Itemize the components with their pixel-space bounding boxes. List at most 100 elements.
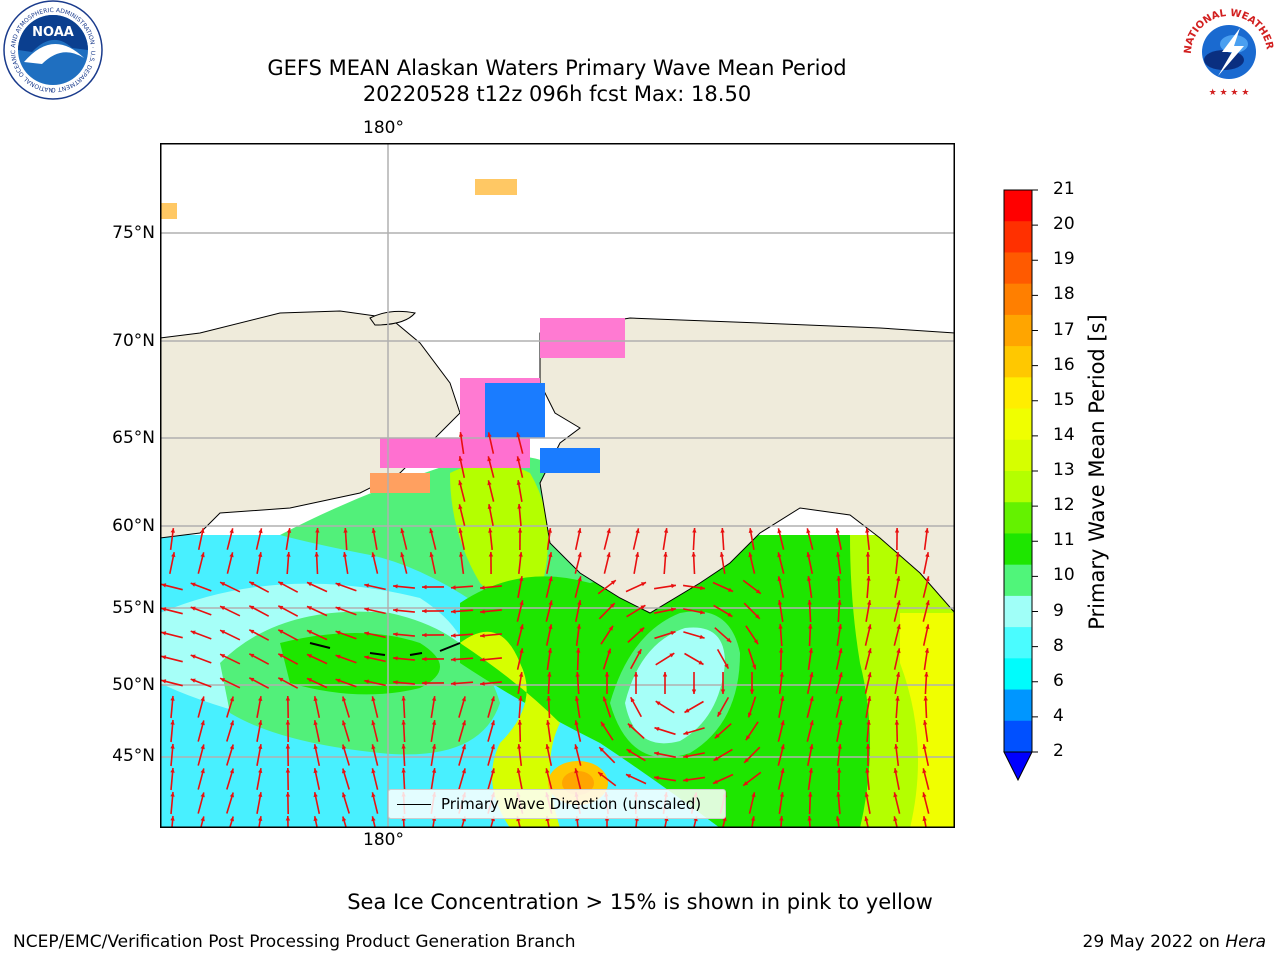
wave-arrow-head — [371, 696, 376, 702]
wave-arrow-head — [837, 624, 843, 629]
wave-arrow-head — [451, 657, 456, 662]
wave-arrow-head — [577, 552, 582, 558]
wave-arrow-head — [548, 624, 553, 630]
wave-arrow-head — [285, 720, 291, 725]
wave-arrow-head — [335, 606, 341, 611]
wave-arrow-head — [307, 582, 312, 587]
wave-arrow-head — [371, 528, 376, 533]
colorbar-tick-label: 14 — [1053, 424, 1075, 445]
colorbar-tick-label: 9 — [1053, 600, 1064, 621]
wave-arrow-head — [431, 720, 437, 725]
seaice-patch — [540, 318, 625, 358]
wave-arrow-head — [808, 624, 813, 629]
lat-label-55: 55°N — [112, 598, 155, 618]
wave-arrow-head — [610, 603, 615, 608]
wave-arrow-head — [220, 606, 226, 611]
wave-arrow-head — [258, 528, 263, 534]
map-legend: Primary Wave Direction (unscaled) — [388, 789, 726, 819]
wave-arrow-head — [865, 552, 871, 557]
wave-arrow-head — [779, 672, 784, 677]
wave-arrow-head — [249, 653, 255, 658]
wave-arrow-head — [608, 625, 613, 631]
colorbar-tick-label: 13 — [1053, 460, 1075, 480]
wave-arrow-head — [229, 528, 234, 534]
colorbar-label: Primary Wave Mean Period [s] — [1085, 314, 1109, 630]
wave-arrow-head — [451, 681, 456, 686]
colorbar-segment — [1004, 346, 1032, 378]
wave-arrow-head — [893, 816, 898, 822]
wave-arrow-head — [364, 607, 370, 612]
wave-arrow-head — [200, 816, 205, 822]
wave-arrow-head — [458, 456, 463, 462]
wave-arrow-head — [866, 720, 871, 725]
wave-arrow-head — [894, 720, 899, 725]
wave-arrow-head — [200, 552, 205, 558]
wave-arrow-head — [190, 582, 196, 587]
wave-arrow-head — [519, 648, 524, 654]
wave-arrow-head — [307, 606, 312, 611]
wave-arrow-head — [480, 609, 485, 614]
wave-arrow-head — [654, 727, 660, 732]
wave-arrow-head — [364, 631, 370, 636]
wave-arrow-head — [717, 711, 722, 717]
wave-arrow-head — [393, 680, 398, 685]
colorbar-segment — [1004, 627, 1032, 659]
wave-arrow-head — [487, 432, 492, 438]
colorbar-tick-label: 8 — [1053, 635, 1064, 656]
wave-arrow-head — [258, 744, 263, 749]
colorbar-tick-label: 15 — [1053, 389, 1075, 410]
colorbar-segment — [1004, 221, 1032, 253]
wave-arrow-head — [867, 672, 872, 678]
title-line-1: GEFS MEAN Alaskan Waters Primary Wave Me… — [267, 56, 847, 80]
wave-arrow-head — [865, 528, 870, 533]
wave-arrow-head — [545, 768, 550, 774]
wave-period-map — [160, 143, 955, 828]
graticule — [160, 143, 955, 828]
wave-arrow-head — [200, 696, 205, 702]
wave-arrow-head — [867, 696, 872, 701]
wave-arrow-head — [836, 768, 842, 773]
wave-arrow-head — [627, 723, 633, 729]
ocean-field-yellow-east — [900, 613, 955, 828]
colorbar-tick-label: 21 — [1053, 179, 1075, 199]
wave-arrow-head — [422, 608, 427, 614]
wave-arrow-head — [229, 744, 234, 750]
wave-arrow-head — [777, 552, 782, 558]
wave-arrow-head — [258, 696, 263, 701]
colorbar-segment — [1004, 252, 1032, 285]
wave-arrow-head — [170, 696, 175, 701]
colorbar-segment — [1004, 658, 1032, 691]
wave-arrow-head — [490, 744, 495, 750]
wave-arrow-head — [751, 792, 756, 798]
lat-label-45: 45°N — [112, 746, 155, 766]
colorbar-segment — [1004, 502, 1032, 534]
wave-arrow-head — [655, 701, 661, 706]
colorbar-tick-label: 11 — [1053, 530, 1075, 551]
wave-arrow-head — [606, 552, 611, 558]
wave-arrow-head — [925, 600, 930, 606]
wave-arrow-head — [200, 768, 205, 774]
wave-arrow-head — [278, 677, 284, 682]
wave-arrow-head — [835, 816, 841, 821]
wave-arrow-head — [429, 528, 434, 534]
colorbar-segment — [1004, 377, 1032, 410]
wave-arrow-head — [401, 744, 406, 749]
wave-arrow-head — [285, 696, 291, 701]
sea-ice-note: Sea Ice Concentration > 15% is shown in … — [347, 890, 933, 914]
map-frame — [160, 143, 955, 828]
wave-arrow-head — [626, 774, 631, 779]
colorbar-tick-label: 2 — [1053, 741, 1064, 761]
wave-arrow-head — [671, 583, 676, 589]
wave-arrow-head — [780, 720, 785, 726]
wave-arrow-head — [743, 781, 749, 786]
lon-label-top: 180° — [363, 118, 404, 138]
colorbar-tick-label: 20 — [1053, 214, 1075, 235]
wave-arrow-head — [809, 672, 814, 678]
colorbar-tick-label: 4 — [1053, 705, 1064, 726]
wave-arrow-head — [229, 816, 234, 822]
wave-arrow-head — [896, 648, 901, 654]
wave-arrow-head — [480, 633, 485, 638]
wave-arrow-head — [684, 708, 690, 713]
wave-arrow-head — [314, 552, 319, 557]
wave-arrow-head — [806, 576, 812, 581]
